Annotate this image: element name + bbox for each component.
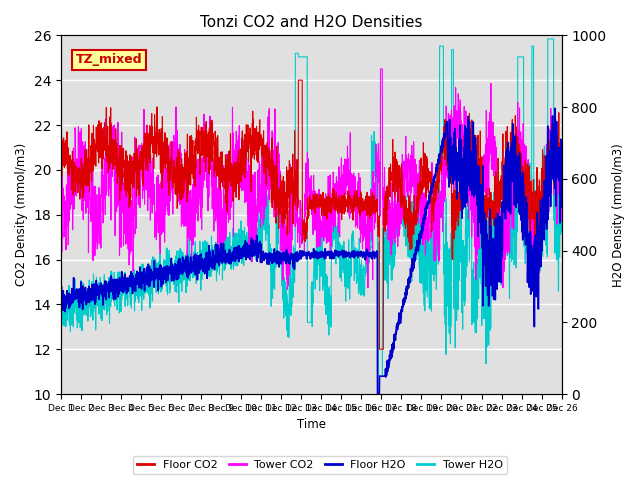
Text: TZ_mixed: TZ_mixed (76, 53, 143, 66)
Y-axis label: CO2 Density (mmol/m3): CO2 Density (mmol/m3) (15, 143, 28, 287)
Y-axis label: H2O Density (mmol/m3): H2O Density (mmol/m3) (612, 143, 625, 287)
Title: Tonzi CO2 and H2O Densities: Tonzi CO2 and H2O Densities (200, 15, 422, 30)
Legend: Floor CO2, Tower CO2, Floor H2O, Tower H2O: Floor CO2, Tower CO2, Floor H2O, Tower H… (133, 456, 507, 474)
X-axis label: Time: Time (297, 419, 326, 432)
